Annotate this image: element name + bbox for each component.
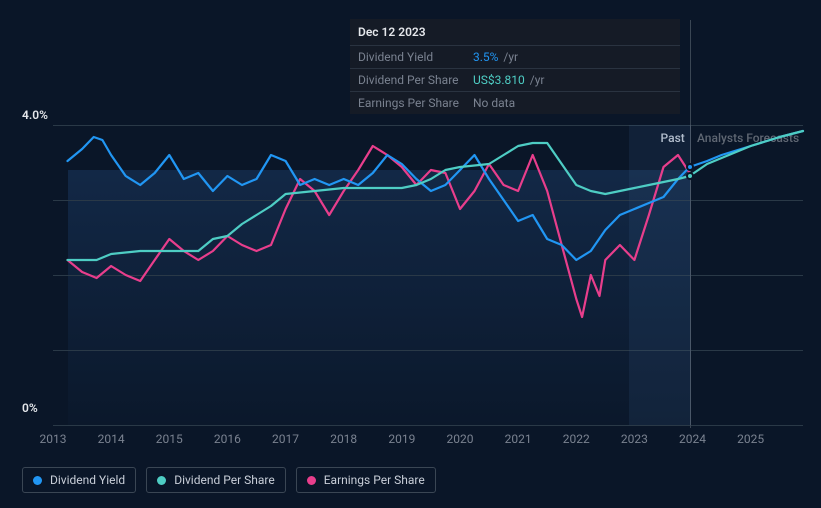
x-tick: 2024 bbox=[679, 432, 706, 446]
x-tick: 2020 bbox=[446, 432, 473, 446]
x-tick: 2025 bbox=[737, 432, 764, 446]
legend-label: Dividend Yield bbox=[50, 473, 125, 487]
x-tick: 2023 bbox=[621, 432, 648, 446]
series-earnings_per_share bbox=[68, 146, 690, 317]
x-tick: 2015 bbox=[156, 432, 183, 446]
x-tick: 2014 bbox=[98, 432, 125, 446]
legend-swatch bbox=[157, 476, 166, 485]
x-tick: 2021 bbox=[505, 432, 532, 446]
legend-item-dividend-per-share[interactable]: Dividend Per Share bbox=[146, 467, 286, 493]
tooltip-row-label: Dividend Yield bbox=[358, 50, 473, 64]
tooltip-date: Dec 12 2023 bbox=[350, 19, 680, 46]
tooltip-row-value: US$3.810 bbox=[473, 73, 525, 87]
x-tick: 2022 bbox=[563, 432, 590, 446]
series-dividend_per_share bbox=[68, 131, 804, 260]
tooltip-row: Dividend Yield3.5% /yr bbox=[350, 46, 680, 69]
y-axis-max-label: 4.0% bbox=[22, 108, 48, 122]
legend-item-dividend-yield[interactable]: Dividend Yield bbox=[22, 467, 136, 493]
tooltip-row: Dividend Per ShareUS$3.810 /yr bbox=[350, 69, 680, 92]
tooltip-row-unit: /yr bbox=[527, 73, 545, 87]
x-tick: 2017 bbox=[272, 432, 299, 446]
tooltip-row-label: Dividend Per Share bbox=[358, 73, 473, 87]
chart-tooltip: Dec 12 2023 Dividend Yield3.5% /yrDivide… bbox=[350, 19, 680, 114]
tooltip-row-value: No data bbox=[473, 96, 515, 110]
plot-area[interactable] bbox=[53, 125, 803, 425]
tooltip-row-value: 3.5% bbox=[473, 50, 498, 64]
dividend-chart: Dec 12 2023 Dividend Yield3.5% /yrDivide… bbox=[0, 0, 821, 508]
tooltip-row-unit: /yr bbox=[500, 50, 518, 64]
tooltip-row-label: Earnings Per Share bbox=[358, 96, 473, 110]
legend-swatch bbox=[33, 476, 42, 485]
tooltip-row: Earnings Per ShareNo data bbox=[350, 92, 680, 114]
marker-dividend-per-share bbox=[686, 172, 694, 180]
legend-label: Dividend Per Share bbox=[174, 473, 275, 487]
marker-dividend-yield bbox=[686, 163, 694, 171]
y-axis-min-label: 0% bbox=[22, 401, 38, 415]
x-tick: 2013 bbox=[40, 432, 67, 446]
legend-label: Earnings Per Share bbox=[324, 473, 425, 487]
chart-legend: Dividend Yield Dividend Per Share Earnings… bbox=[22, 467, 436, 493]
x-tick: 2019 bbox=[388, 432, 415, 446]
x-tick: 2016 bbox=[214, 432, 241, 446]
legend-swatch bbox=[307, 476, 316, 485]
x-tick: 2018 bbox=[330, 432, 357, 446]
series-dividend_yield bbox=[68, 131, 804, 260]
legend-item-earnings-per-share[interactable]: Earnings Per Share bbox=[296, 467, 436, 493]
